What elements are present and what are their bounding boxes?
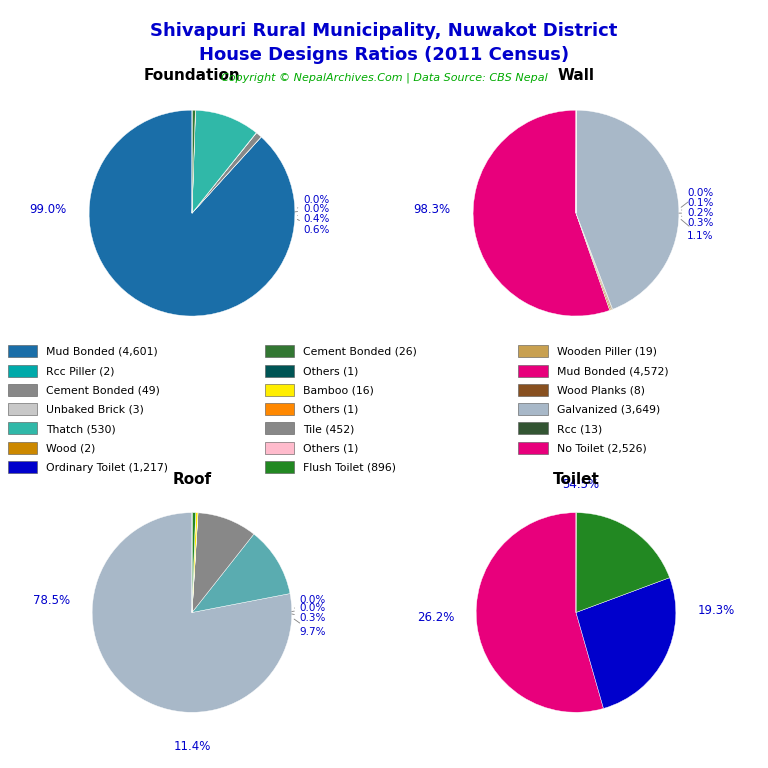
Text: 0.6%: 0.6%	[297, 220, 329, 234]
Wedge shape	[192, 513, 254, 613]
Text: Wood Planks (8): Wood Planks (8)	[557, 386, 645, 396]
Wedge shape	[192, 111, 257, 213]
Bar	[8, 384, 37, 396]
Bar	[265, 442, 294, 454]
Bar	[518, 442, 548, 454]
Bar	[518, 403, 548, 415]
Wedge shape	[576, 213, 613, 310]
Text: Others (1): Others (1)	[303, 366, 359, 376]
Bar	[8, 461, 37, 473]
Text: Wood (2): Wood (2)	[46, 443, 95, 453]
Wedge shape	[576, 578, 676, 708]
Text: Cement Bonded (49): Cement Bonded (49)	[46, 386, 160, 396]
Text: Rcc Piller (2): Rcc Piller (2)	[46, 366, 114, 376]
Text: 1.1%: 1.1%	[681, 220, 713, 240]
Title: Foundation: Foundation	[144, 68, 240, 83]
Text: Cement Bonded (26): Cement Bonded (26)	[303, 347, 417, 357]
Text: 78.5%: 78.5%	[33, 594, 70, 607]
Bar	[265, 365, 294, 376]
Text: 0.2%: 0.2%	[679, 208, 713, 218]
Bar	[265, 403, 294, 415]
Bar	[518, 346, 548, 357]
Text: 0.1%: 0.1%	[681, 198, 713, 210]
Wedge shape	[192, 513, 198, 613]
Title: Wall: Wall	[558, 68, 594, 83]
Wedge shape	[476, 513, 604, 712]
Bar	[518, 384, 548, 396]
Wedge shape	[192, 133, 261, 213]
Wedge shape	[192, 137, 261, 213]
Text: No Toilet (2,526): No Toilet (2,526)	[557, 443, 647, 453]
Text: House Designs Ratios (2011 Census): House Designs Ratios (2011 Census)	[199, 46, 569, 64]
Text: Galvanized (3,649): Galvanized (3,649)	[557, 405, 660, 415]
Wedge shape	[192, 111, 196, 213]
Wedge shape	[576, 213, 612, 310]
Text: 0.0%: 0.0%	[294, 594, 326, 608]
Text: 26.2%: 26.2%	[417, 611, 454, 624]
Text: Bamboo (16): Bamboo (16)	[303, 386, 374, 396]
Text: Thatch (530): Thatch (530)	[46, 424, 116, 434]
Bar	[8, 403, 37, 415]
Wedge shape	[192, 133, 257, 213]
Text: Flush Toilet (896): Flush Toilet (896)	[303, 462, 396, 472]
Bar	[265, 384, 294, 396]
Bar	[8, 365, 37, 376]
Title: Roof: Roof	[173, 472, 211, 486]
Wedge shape	[192, 513, 196, 613]
Wedge shape	[192, 513, 196, 613]
Wedge shape	[192, 111, 195, 213]
Text: 11.4%: 11.4%	[174, 740, 210, 753]
Bar	[518, 365, 548, 376]
Text: 9.7%: 9.7%	[294, 619, 326, 637]
Wedge shape	[92, 513, 292, 712]
Text: 19.3%: 19.3%	[698, 604, 735, 617]
Text: 0.3%: 0.3%	[681, 216, 713, 228]
Bar	[8, 422, 37, 435]
Text: 54.5%: 54.5%	[562, 478, 600, 491]
Bar	[265, 461, 294, 473]
Text: Shivapuri Rural Municipality, Nuwakot District: Shivapuri Rural Municipality, Nuwakot Di…	[151, 22, 617, 39]
Text: Mud Bonded (4,601): Mud Bonded (4,601)	[46, 347, 158, 357]
Text: Tile (452): Tile (452)	[303, 424, 355, 434]
Text: 0.0%: 0.0%	[297, 195, 329, 208]
Wedge shape	[192, 534, 290, 613]
Text: 0.0%: 0.0%	[295, 204, 329, 214]
Bar	[8, 442, 37, 454]
Text: 98.3%: 98.3%	[413, 203, 451, 216]
Bar	[518, 422, 548, 435]
Bar	[8, 346, 37, 357]
Wedge shape	[576, 111, 679, 310]
Wedge shape	[192, 513, 198, 613]
Text: Copyright © NepalArchives.Com | Data Source: CBS Nepal: Copyright © NepalArchives.Com | Data Sou…	[220, 72, 548, 83]
Text: Mud Bonded (4,572): Mud Bonded (4,572)	[557, 366, 668, 376]
Title: Toilet: Toilet	[552, 472, 600, 486]
Text: 99.0%: 99.0%	[29, 203, 67, 216]
Text: 0.4%: 0.4%	[298, 214, 329, 224]
Wedge shape	[473, 110, 610, 316]
Text: Unbaked Brick (3): Unbaked Brick (3)	[46, 405, 144, 415]
Text: Others (1): Others (1)	[303, 405, 359, 415]
Text: Ordinary Toilet (1,217): Ordinary Toilet (1,217)	[46, 462, 168, 472]
Text: Others (1): Others (1)	[303, 443, 359, 453]
Bar	[265, 422, 294, 435]
Text: 0.0%: 0.0%	[292, 604, 326, 614]
Text: 0.3%: 0.3%	[292, 614, 326, 624]
Text: Rcc (13): Rcc (13)	[557, 424, 602, 434]
Bar	[265, 346, 294, 357]
Text: Wooden Piller (19): Wooden Piller (19)	[557, 347, 657, 357]
Wedge shape	[89, 110, 295, 316]
Wedge shape	[576, 213, 611, 310]
Wedge shape	[576, 513, 670, 613]
Text: 0.0%: 0.0%	[681, 187, 713, 207]
